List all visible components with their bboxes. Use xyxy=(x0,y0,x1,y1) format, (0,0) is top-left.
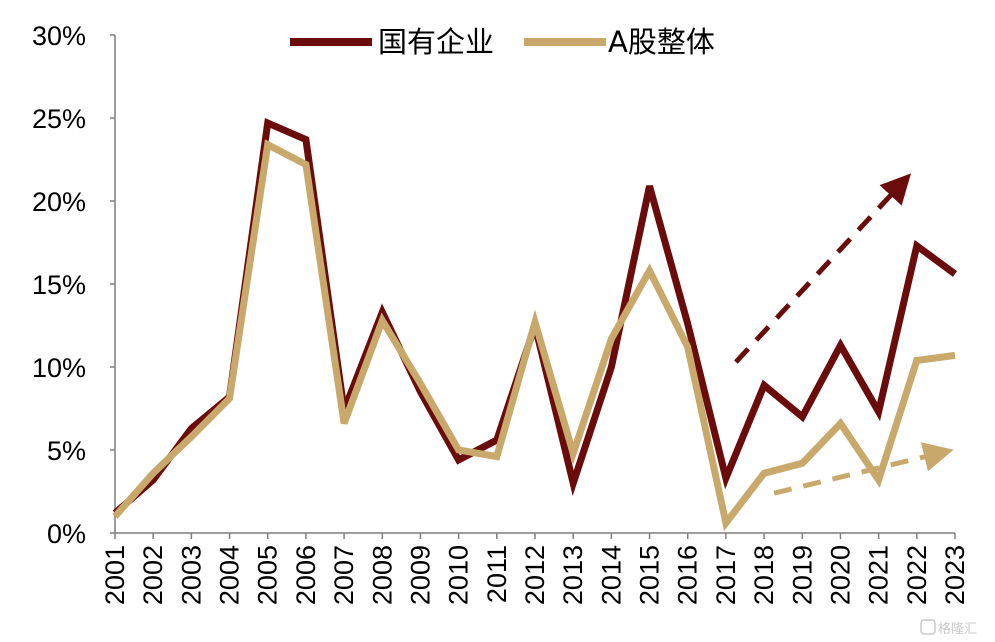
x-tick-label: 2015 xyxy=(635,545,665,605)
x-axis-ticks: 2001 2002 2003 2004 2005 2006 2007 2008 2009 2010… xyxy=(100,533,970,605)
x-tick-label: 2016 xyxy=(673,545,703,605)
y-tick-label: 20% xyxy=(32,187,86,217)
x-tick-label: 2020 xyxy=(825,545,855,605)
trend-arrows xyxy=(734,173,954,496)
x-tick-label: 2007 xyxy=(329,545,359,605)
legend-label-soe: 国有企业 xyxy=(378,25,494,59)
x-tick-label: 2019 xyxy=(787,545,817,605)
x-tick-label: 2011 xyxy=(482,545,512,603)
x-tick-label: 2018 xyxy=(749,545,779,605)
x-tick-label: 2012 xyxy=(520,545,550,605)
x-tick-label: 2008 xyxy=(367,545,397,605)
legend-label-a-share: A股整体 xyxy=(608,25,715,59)
x-tick-label: 2014 xyxy=(596,545,626,605)
x-tick-label: 2009 xyxy=(405,545,435,605)
y-axis-ticks: 0% 5% 10% 15% 20% 25% 30% xyxy=(32,21,115,549)
y-tick-label: 0% xyxy=(47,519,86,549)
a-share-trend-arrow xyxy=(773,442,954,496)
watermark-logo-icon xyxy=(920,619,936,635)
y-tick-label: 10% xyxy=(32,353,86,383)
series-layer xyxy=(112,117,958,532)
x-tick-label: 2021 xyxy=(864,545,894,605)
x-tick-label: 2002 xyxy=(138,545,168,605)
legend: 国有企业 A股整体 xyxy=(290,25,715,59)
watermark-text: 格隆汇 xyxy=(938,621,977,637)
y-tick-label: 25% xyxy=(32,104,86,134)
soe-trend-arrow xyxy=(734,173,912,364)
watermark: 格隆汇 xyxy=(920,619,977,637)
x-tick-label: 2005 xyxy=(253,545,283,605)
y-tick-label: 15% xyxy=(32,270,86,300)
x-tick-label: 2006 xyxy=(291,545,321,605)
x-tick-label: 2010 xyxy=(444,545,474,605)
x-tick-label: 2001 xyxy=(100,545,130,605)
series-a-share-line xyxy=(112,139,956,532)
x-tick-label: 2013 xyxy=(558,545,588,605)
x-tick-label: 2022 xyxy=(902,545,932,605)
x-tick-label: 2017 xyxy=(711,545,741,605)
x-tick-label: 2003 xyxy=(176,545,206,605)
y-tick-label: 5% xyxy=(47,436,86,466)
y-tick-label: 30% xyxy=(32,21,86,51)
x-tick-label: 2004 xyxy=(215,545,245,605)
x-tick-label: 2023 xyxy=(940,545,970,605)
